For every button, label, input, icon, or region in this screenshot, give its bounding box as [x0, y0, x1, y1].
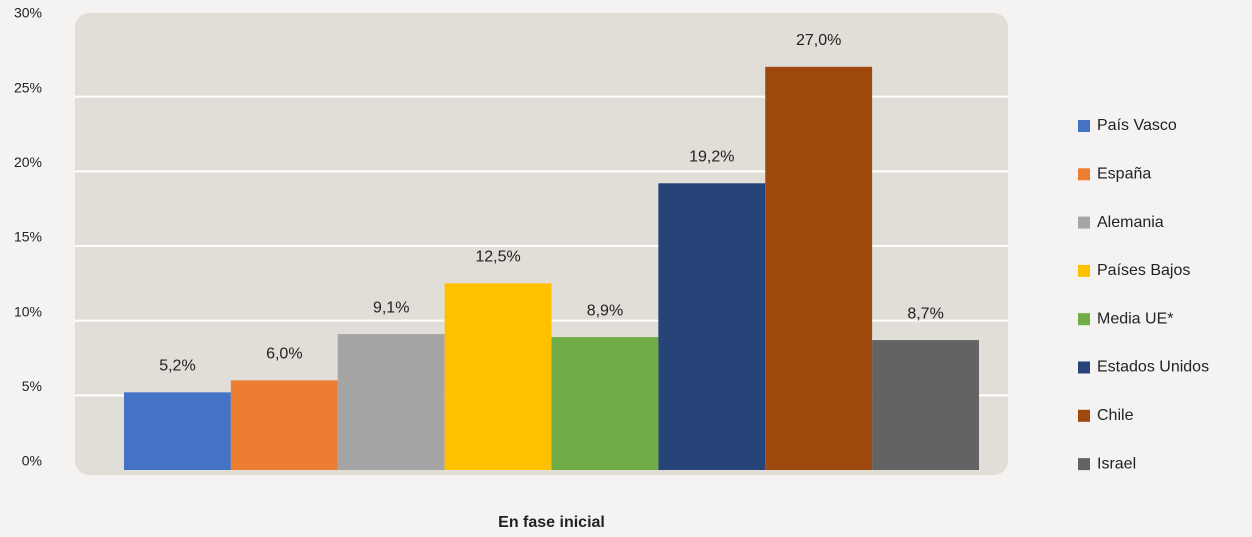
bar: [765, 66, 873, 471]
bar: [658, 183, 766, 470]
value-label: 6,0%: [266, 346, 302, 363]
legend-swatch: [1078, 313, 1090, 326]
legend-swatch: [1078, 264, 1090, 277]
bar: [124, 392, 231, 470]
y-tick-label: 30%: [14, 5, 42, 21]
bar: [872, 340, 979, 470]
y-tick-label: 15%: [14, 229, 42, 245]
x-tick-label: En fase inicial: [498, 514, 605, 531]
value-label: 12,5%: [475, 249, 520, 266]
y-tick-label: 20%: [14, 154, 42, 170]
legend-label: País Vasco: [1097, 117, 1177, 134]
legend-label: Israel: [1097, 455, 1136, 472]
legend-swatch: [1078, 216, 1090, 229]
legend-label: España: [1097, 166, 1151, 183]
value-label: 5,2%: [159, 358, 195, 375]
value-label: 8,7%: [907, 305, 943, 322]
bar: [230, 380, 338, 470]
bar: [444, 283, 552, 470]
legend-swatch: [1078, 458, 1090, 471]
value-label: 9,1%: [373, 299, 409, 316]
y-tick-label: 25%: [14, 79, 42, 95]
y-tick-label: 5%: [22, 378, 42, 394]
value-label: 19,2%: [689, 148, 734, 165]
y-tick-label: 0%: [22, 453, 42, 469]
legend-swatch: [1078, 168, 1090, 181]
bar: [551, 337, 659, 470]
legend-swatch: [1078, 409, 1090, 422]
value-label: 27,0%: [796, 32, 841, 49]
legend-swatch: [1078, 361, 1090, 374]
legend-label: Países Bajos: [1097, 262, 1190, 279]
value-label: 8,9%: [587, 302, 623, 319]
y-tick-label: 10%: [14, 303, 42, 319]
legend-label: Chile: [1097, 407, 1134, 424]
bar: [337, 334, 445, 470]
legend-swatch: [1078, 120, 1090, 132]
legend-label: Alemania: [1097, 214, 1164, 231]
legend-label: Estados Unidos: [1097, 359, 1209, 376]
legend-label: Media UE*: [1097, 310, 1173, 327]
